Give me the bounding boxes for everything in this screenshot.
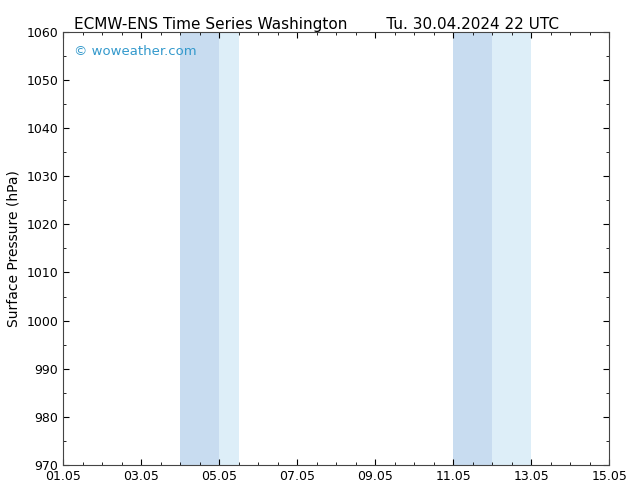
Text: ECMW-ENS Time Series Washington        Tu. 30.04.2024 22 UTC: ECMW-ENS Time Series Washington Tu. 30.0…: [75, 17, 559, 32]
Bar: [219, 31, 238, 465]
Text: © woweather.com: © woweather.com: [74, 45, 197, 57]
Bar: [180, 31, 219, 465]
Bar: [492, 31, 531, 465]
Bar: [453, 31, 492, 465]
Y-axis label: Surface Pressure (hPa): Surface Pressure (hPa): [7, 170, 21, 327]
